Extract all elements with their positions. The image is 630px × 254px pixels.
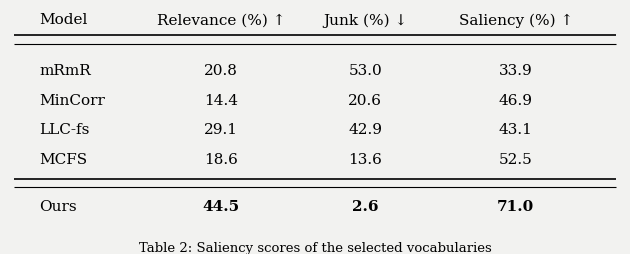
- Text: 20.8: 20.8: [204, 64, 238, 78]
- Text: 46.9: 46.9: [499, 94, 533, 108]
- Text: 13.6: 13.6: [348, 153, 382, 167]
- Text: MinCorr: MinCorr: [39, 94, 105, 108]
- Text: MCFS: MCFS: [39, 153, 87, 167]
- Text: 14.4: 14.4: [204, 94, 238, 108]
- Text: 29.1: 29.1: [204, 123, 238, 137]
- Text: 2.6: 2.6: [352, 200, 379, 214]
- Text: 20.6: 20.6: [348, 94, 382, 108]
- Text: Table 2: Saliency scores of the selected vocabularies: Table 2: Saliency scores of the selected…: [139, 242, 491, 254]
- Text: Ours: Ours: [39, 200, 77, 214]
- Text: 18.6: 18.6: [204, 153, 238, 167]
- Text: Model: Model: [39, 13, 88, 27]
- Text: 42.9: 42.9: [348, 123, 382, 137]
- Text: 53.0: 53.0: [348, 64, 382, 78]
- Text: 52.5: 52.5: [499, 153, 532, 167]
- Text: LLC-fs: LLC-fs: [39, 123, 89, 137]
- Text: 43.1: 43.1: [499, 123, 532, 137]
- Text: Junk (%) ↓: Junk (%) ↓: [323, 13, 408, 28]
- Text: Relevance (%) ↑: Relevance (%) ↑: [157, 13, 285, 27]
- Text: 71.0: 71.0: [497, 200, 534, 214]
- Text: Saliency (%) ↑: Saliency (%) ↑: [459, 13, 573, 28]
- Text: mRmR: mRmR: [39, 64, 91, 78]
- Text: 33.9: 33.9: [499, 64, 532, 78]
- Text: 44.5: 44.5: [202, 200, 239, 214]
